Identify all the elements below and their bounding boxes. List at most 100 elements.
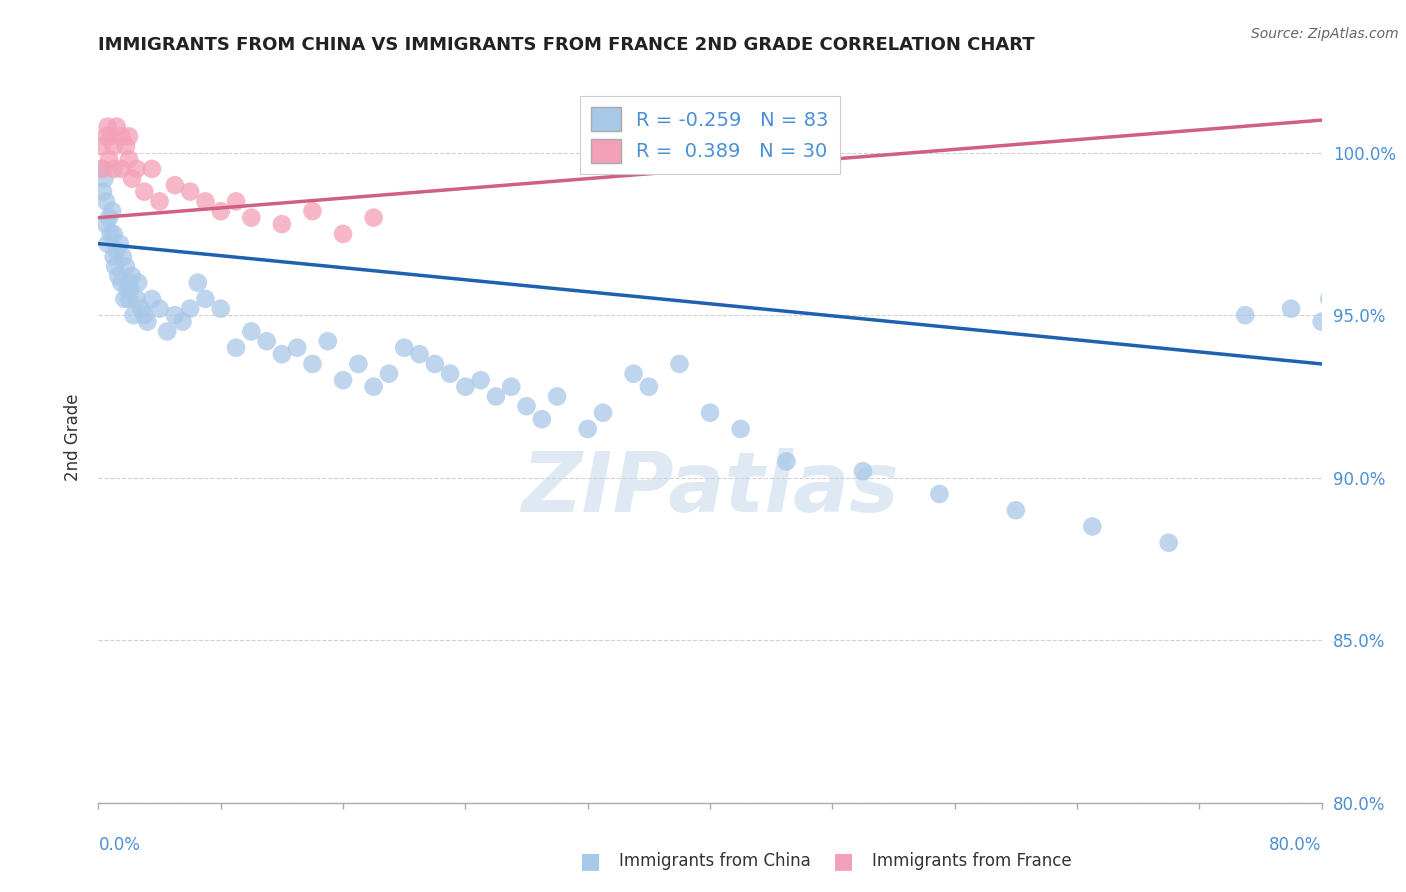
Point	[1341, 325, 1364, 339]
Point	[97, 236, 120, 251]
Point	[270, 217, 294, 231]
Point	[194, 194, 217, 209]
Point	[225, 194, 247, 209]
Point	[103, 161, 125, 176]
Point	[103, 227, 125, 241]
Point	[454, 380, 477, 394]
Text: Source: ZipAtlas.com: Source: ZipAtlas.com	[1251, 27, 1399, 41]
Text: 80.0%: 80.0%	[1270, 837, 1322, 855]
Point	[256, 334, 278, 348]
Point	[103, 139, 125, 153]
Point	[1317, 292, 1340, 306]
Point	[240, 325, 263, 339]
Point	[118, 129, 141, 144]
Text: ■: ■	[581, 851, 600, 871]
Point	[163, 308, 186, 322]
Point	[408, 347, 430, 361]
Point	[378, 367, 401, 381]
Text: 0.0%: 0.0%	[98, 837, 141, 855]
Point	[105, 243, 128, 257]
Point	[623, 367, 645, 381]
Point	[94, 129, 117, 144]
Point	[110, 161, 132, 176]
Point	[1310, 315, 1333, 329]
Point	[316, 334, 339, 348]
Point	[1326, 308, 1348, 322]
Point	[179, 301, 201, 316]
Point	[172, 315, 194, 329]
Point	[209, 301, 232, 316]
Point	[136, 315, 159, 329]
Point	[118, 152, 141, 166]
Point	[115, 260, 138, 274]
Point	[775, 454, 797, 468]
Text: ■: ■	[834, 851, 853, 871]
Point	[301, 204, 323, 219]
Point	[129, 301, 152, 316]
Point	[1357, 334, 1379, 348]
Point	[485, 389, 508, 403]
Point	[101, 204, 124, 219]
Point	[1234, 308, 1257, 322]
Point	[530, 412, 553, 426]
Point	[94, 194, 117, 209]
Point	[347, 357, 370, 371]
Point	[110, 276, 132, 290]
Point	[439, 367, 461, 381]
Point	[623, 129, 645, 144]
Point	[108, 236, 131, 251]
Point	[110, 129, 132, 144]
Point	[301, 357, 323, 371]
Point	[163, 178, 186, 193]
Text: Immigrants from China: Immigrants from China	[619, 852, 810, 870]
Point	[149, 301, 172, 316]
Point	[285, 341, 308, 355]
Point	[638, 380, 661, 394]
Point	[501, 380, 523, 394]
Point	[730, 422, 752, 436]
Y-axis label: 2nd Grade: 2nd Grade	[65, 393, 83, 481]
Point	[194, 292, 217, 306]
Point	[1081, 519, 1104, 533]
Point	[112, 292, 135, 306]
Point	[392, 341, 416, 355]
Point	[98, 152, 121, 166]
Point	[1157, 535, 1180, 549]
Point	[699, 406, 721, 420]
Point	[93, 171, 115, 186]
Point	[107, 269, 129, 284]
Point	[98, 211, 121, 225]
Point	[1386, 315, 1406, 329]
Point	[117, 282, 139, 296]
Point	[149, 194, 172, 209]
Point	[125, 292, 148, 306]
Point	[332, 373, 354, 387]
Point	[90, 161, 112, 176]
Point	[90, 139, 112, 153]
Point	[141, 292, 163, 306]
Point	[104, 260, 127, 274]
Point	[209, 204, 232, 219]
Point	[516, 399, 538, 413]
Text: ZIPatlas: ZIPatlas	[522, 448, 898, 529]
Point	[852, 464, 875, 478]
Point	[187, 276, 209, 290]
Point	[668, 357, 690, 371]
Point	[115, 139, 138, 153]
Point	[111, 250, 134, 264]
Point	[1279, 301, 1302, 316]
Legend: R = -0.259   N = 83, R =  0.389   N = 30: R = -0.259 N = 83, R = 0.389 N = 30	[579, 95, 841, 174]
Point	[121, 269, 143, 284]
Point	[546, 389, 568, 403]
Point	[127, 276, 149, 290]
Point	[363, 211, 385, 225]
Point	[100, 227, 122, 241]
Point	[576, 422, 599, 436]
Point	[1372, 301, 1395, 316]
Point	[100, 129, 122, 144]
Text: Immigrants from France: Immigrants from France	[872, 852, 1071, 870]
Point	[134, 308, 156, 322]
Point	[470, 373, 492, 387]
Point	[118, 292, 141, 306]
Point	[332, 227, 354, 241]
